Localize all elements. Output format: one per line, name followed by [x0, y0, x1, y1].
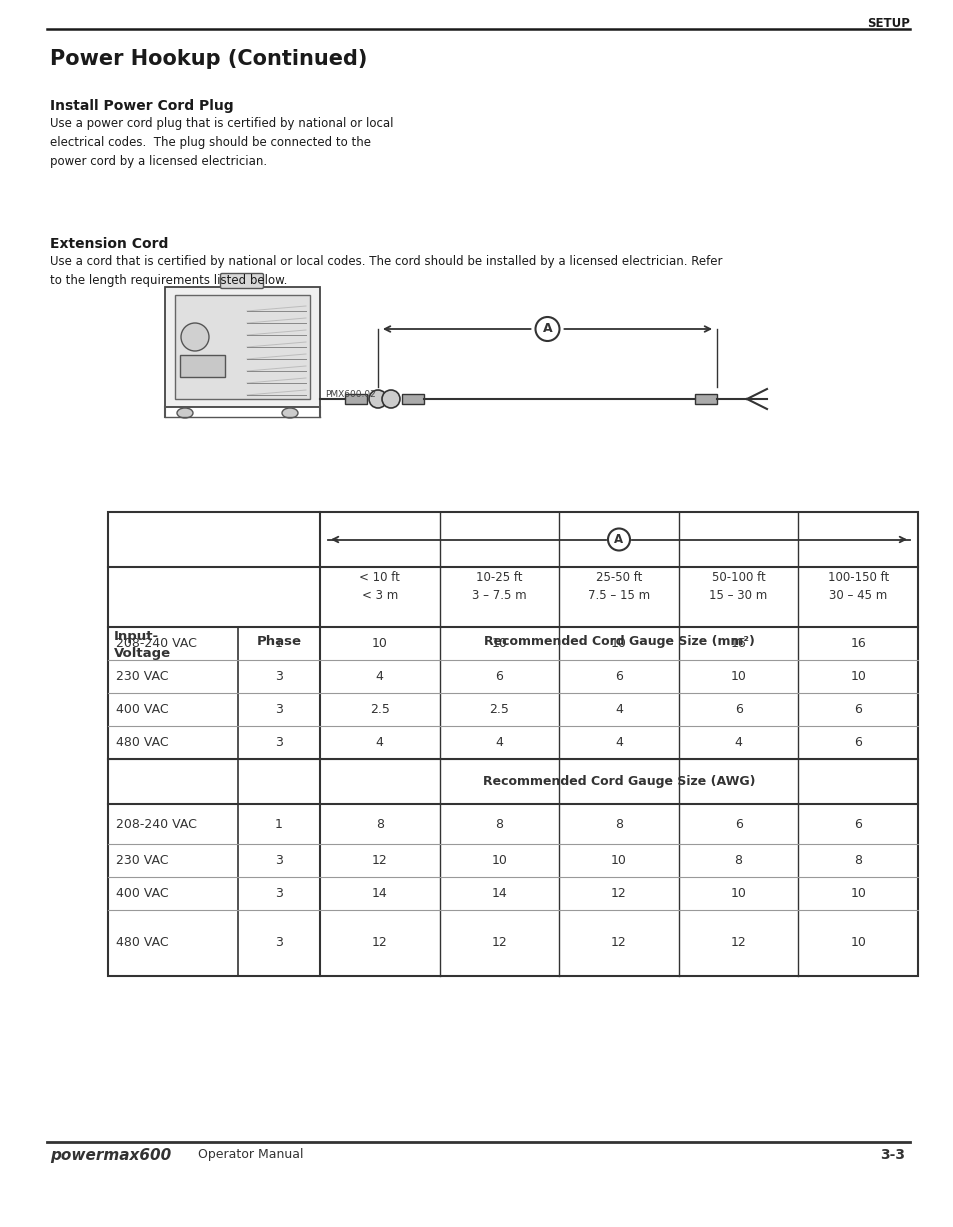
Text: 230 VAC: 230 VAC — [116, 854, 169, 867]
Text: 25-50 ft
7.5 – 15 m: 25-50 ft 7.5 – 15 m — [587, 571, 649, 602]
FancyBboxPatch shape — [220, 274, 263, 288]
Text: 6: 6 — [734, 817, 741, 831]
Text: 14: 14 — [372, 887, 387, 899]
Text: 16: 16 — [730, 637, 745, 650]
Text: Use a power cord plug that is certified by national or local
electrical codes.  : Use a power cord plug that is certified … — [50, 117, 393, 168]
Text: 4: 4 — [375, 670, 383, 683]
Text: 10: 10 — [849, 887, 865, 899]
Text: 10: 10 — [611, 637, 626, 650]
Text: 480 VAC: 480 VAC — [116, 936, 169, 950]
Text: 3: 3 — [274, 936, 283, 950]
Text: 8: 8 — [375, 817, 383, 831]
Circle shape — [381, 390, 399, 409]
Bar — [108, 512, 917, 975]
Text: 3-3: 3-3 — [879, 1148, 904, 1162]
Text: Recommended Cord Gauge Size (mm²): Recommended Cord Gauge Size (mm²) — [483, 636, 754, 648]
Ellipse shape — [282, 409, 297, 418]
Text: PMX600.02: PMX600.02 — [325, 390, 375, 399]
Text: Use a cord that is certified by national or local codes. The cord should be inst: Use a cord that is certified by national… — [50, 255, 721, 287]
Text: 230 VAC: 230 VAC — [116, 670, 169, 683]
Text: 10: 10 — [611, 854, 626, 867]
Text: 6: 6 — [495, 670, 503, 683]
Text: 8: 8 — [615, 817, 622, 831]
Text: SETUP: SETUP — [866, 17, 909, 29]
Text: 12: 12 — [372, 854, 387, 867]
Text: 3: 3 — [274, 703, 283, 717]
Text: 3: 3 — [274, 887, 283, 899]
Text: 12: 12 — [491, 936, 507, 950]
Text: 10: 10 — [730, 887, 746, 899]
Text: 10-25 ft
3 – 7.5 m: 10-25 ft 3 – 7.5 m — [472, 571, 526, 602]
Text: Input-
Voltage: Input- Voltage — [113, 629, 171, 660]
Text: A: A — [542, 323, 552, 335]
Text: 100-150 ft
30 – 45 m: 100-150 ft 30 – 45 m — [826, 571, 888, 602]
Text: 6: 6 — [853, 736, 862, 748]
Text: 6: 6 — [853, 703, 862, 717]
Text: 10: 10 — [730, 670, 746, 683]
Text: 10: 10 — [491, 854, 507, 867]
Text: 4: 4 — [375, 736, 383, 748]
Text: 208-240 VAC: 208-240 VAC — [116, 817, 196, 831]
Text: Power Hookup (Continued): Power Hookup (Continued) — [50, 49, 367, 69]
Text: 208-240 VAC: 208-240 VAC — [116, 637, 196, 650]
Text: 10: 10 — [491, 637, 507, 650]
Text: 3: 3 — [274, 736, 283, 748]
Text: 12: 12 — [372, 936, 387, 950]
Text: 4: 4 — [615, 703, 622, 717]
FancyBboxPatch shape — [695, 394, 717, 404]
Text: 4: 4 — [495, 736, 503, 748]
Text: 480 VAC: 480 VAC — [116, 736, 169, 748]
Text: 3: 3 — [274, 670, 283, 683]
Text: 10: 10 — [372, 637, 387, 650]
Circle shape — [607, 529, 629, 551]
Text: 6: 6 — [615, 670, 622, 683]
Text: Phase: Phase — [256, 636, 301, 648]
Text: 6: 6 — [734, 703, 741, 717]
Text: 2.5: 2.5 — [370, 703, 390, 717]
Text: Recommended Cord Gauge Size (AWG): Recommended Cord Gauge Size (AWG) — [482, 775, 755, 788]
Text: < 10 ft
< 3 m: < 10 ft < 3 m — [359, 571, 400, 602]
Text: 6: 6 — [853, 817, 862, 831]
Text: 8: 8 — [734, 854, 741, 867]
Text: Install Power Cord Plug: Install Power Cord Plug — [50, 99, 233, 113]
FancyBboxPatch shape — [180, 355, 225, 377]
FancyBboxPatch shape — [174, 294, 310, 399]
Text: 50-100 ft
15 – 30 m: 50-100 ft 15 – 30 m — [709, 571, 767, 602]
Text: Operator Manual: Operator Manual — [190, 1148, 303, 1161]
FancyBboxPatch shape — [165, 287, 319, 407]
FancyBboxPatch shape — [345, 394, 367, 404]
Text: powermax600: powermax600 — [50, 1148, 172, 1163]
Text: 1: 1 — [274, 637, 283, 650]
Circle shape — [535, 317, 558, 341]
Text: 14: 14 — [491, 887, 507, 899]
Text: Extension Cord: Extension Cord — [50, 237, 168, 252]
Circle shape — [181, 323, 209, 351]
Text: 4: 4 — [734, 736, 741, 748]
Text: 1: 1 — [274, 817, 283, 831]
Text: A: A — [614, 533, 623, 546]
Text: 12: 12 — [730, 936, 745, 950]
Text: 10: 10 — [849, 670, 865, 683]
Text: 400 VAC: 400 VAC — [116, 703, 169, 717]
Text: 8: 8 — [495, 817, 503, 831]
Text: 16: 16 — [849, 637, 865, 650]
Circle shape — [369, 390, 387, 409]
Text: 10: 10 — [849, 936, 865, 950]
Ellipse shape — [177, 409, 193, 418]
Text: 8: 8 — [853, 854, 862, 867]
Text: 2.5: 2.5 — [489, 703, 509, 717]
Text: 12: 12 — [611, 936, 626, 950]
Text: 4: 4 — [615, 736, 622, 748]
Text: 3: 3 — [274, 854, 283, 867]
Text: 12: 12 — [611, 887, 626, 899]
FancyBboxPatch shape — [401, 394, 423, 404]
Text: 400 VAC: 400 VAC — [116, 887, 169, 899]
